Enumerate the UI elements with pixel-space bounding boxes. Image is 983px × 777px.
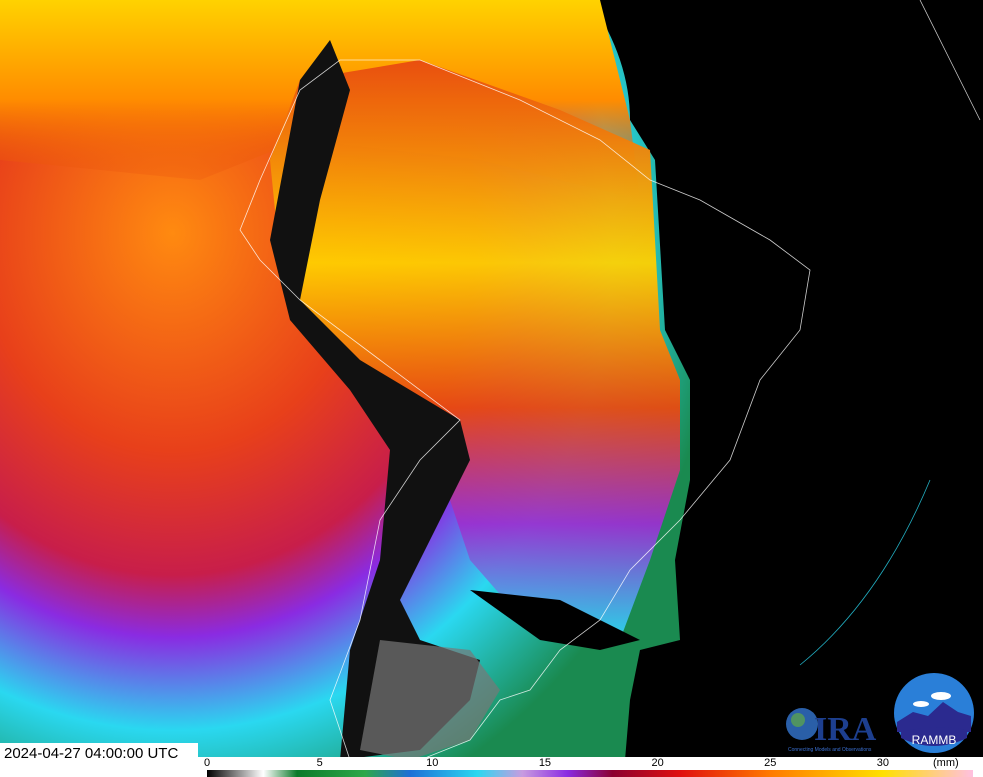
svg-text:IRA: IRA [814,711,877,748]
svg-text:RAMMB: RAMMB [912,733,957,747]
colorbar-tick: 0 [203,757,211,769]
coastline-overlay [239,0,981,761]
rammb-logo: RAMMB [893,672,975,754]
colorbar-gradient [207,770,973,777]
cira-logo: IRA Connecting Models and Observations [784,702,894,754]
patagonia-land [360,640,500,760]
andes-dry-region [270,40,480,760]
colorbar-tick: 30 [876,757,889,769]
south-atlantic-dry [470,590,640,650]
colorbar-tick: 25 [764,757,777,769]
south-america-moisture [270,60,680,640]
colorbar-legend: 0 5 10 15 20 25 30 (mm) [198,757,983,777]
colorbar-tick: 20 [651,757,664,769]
colorbar-tick: 5 [316,757,323,769]
svg-text:Connecting Models and Observat: Connecting Models and Observations [788,747,872,753]
timestamp-label: 2024-04-27 04:00:00 UTC [0,743,198,777]
colorbar-tick: 15 [538,757,552,769]
colorbar-tick: 10 [426,757,439,769]
colorbar-unit: (mm) [933,757,959,769]
